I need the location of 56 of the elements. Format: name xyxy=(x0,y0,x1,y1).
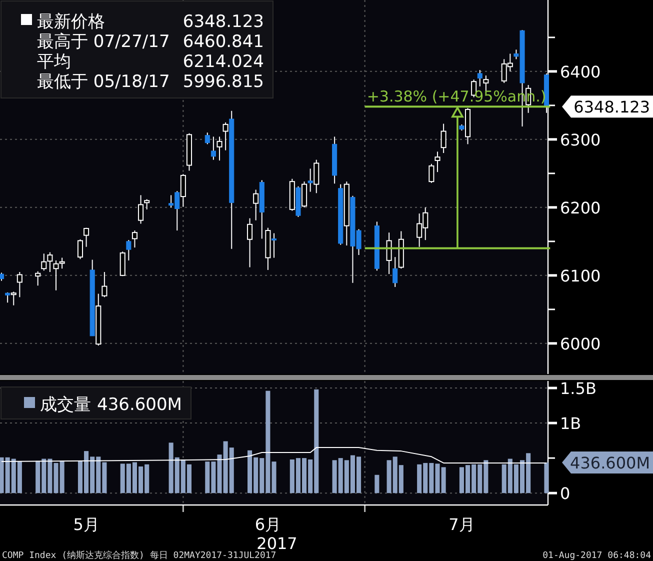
candlestick xyxy=(132,230,138,248)
candlestick xyxy=(204,132,210,145)
y-tick-label: 6300 xyxy=(560,130,601,150)
annotation: 436.600M xyxy=(97,395,182,415)
y-tick-label: 0 xyxy=(560,484,570,504)
x-tick-label: 7月 xyxy=(448,515,475,534)
text: COMP Index (纳斯达克综合指数) 每日 02MAY2017-31JUL2017 xyxy=(2,550,276,561)
candlestick xyxy=(302,181,308,208)
candlestick xyxy=(392,256,398,288)
annotation: 最高于 07/27/17 xyxy=(37,32,170,52)
y-tick-label: 1B xyxy=(560,414,582,434)
candlestick xyxy=(477,70,482,87)
y-tick-label: 6100 xyxy=(560,266,601,286)
line-series xyxy=(1,447,547,464)
candlestick xyxy=(102,272,108,298)
candlestick xyxy=(253,189,259,221)
candlestick xyxy=(126,240,132,261)
text: 01-Aug-2017 06:48:04 xyxy=(542,551,651,561)
annotation: 6348.123 xyxy=(182,12,264,32)
legend-label: 成交量 xyxy=(40,395,91,415)
candlestick xyxy=(434,151,440,173)
candlestick xyxy=(216,136,222,161)
candlestick xyxy=(47,252,53,272)
candlestick xyxy=(10,291,16,306)
y-tick-label: 1.5B xyxy=(560,379,596,398)
candlestick xyxy=(35,270,41,286)
bar xyxy=(374,474,380,494)
x-tick-label: 5月 xyxy=(73,515,100,534)
candlestick xyxy=(120,251,126,277)
annotation: 平均 xyxy=(37,52,71,72)
candlestick xyxy=(247,218,253,268)
text: 436.600M xyxy=(570,454,650,473)
annotation: 最低于 05/18/17 xyxy=(37,72,170,92)
candlestick xyxy=(210,136,216,160)
annotation: 6214.024 xyxy=(182,52,264,72)
candlestick xyxy=(180,174,186,208)
candlestick xyxy=(222,122,228,151)
candlestick xyxy=(41,253,47,272)
candlestick xyxy=(386,232,392,275)
candlestick xyxy=(84,227,90,248)
candlestick xyxy=(144,198,150,210)
y-tick-label: 6200 xyxy=(560,198,601,218)
annotation: 6460.841 xyxy=(182,32,264,52)
y-tick-label: 6400 xyxy=(560,62,601,82)
y-tick-label: 6000 xyxy=(560,334,601,354)
candlestick xyxy=(428,163,434,184)
annotation: 5996.815 xyxy=(182,72,264,92)
x-tick-label: 6月 xyxy=(254,515,282,534)
candlestick xyxy=(16,272,22,298)
legend-label: 最新价格 xyxy=(37,12,105,32)
candlestick xyxy=(314,159,320,194)
candlestick xyxy=(440,123,446,154)
candlestick xyxy=(77,238,84,260)
bar xyxy=(544,462,549,494)
candlestick xyxy=(138,194,144,224)
text: 6348.123 xyxy=(574,98,650,117)
